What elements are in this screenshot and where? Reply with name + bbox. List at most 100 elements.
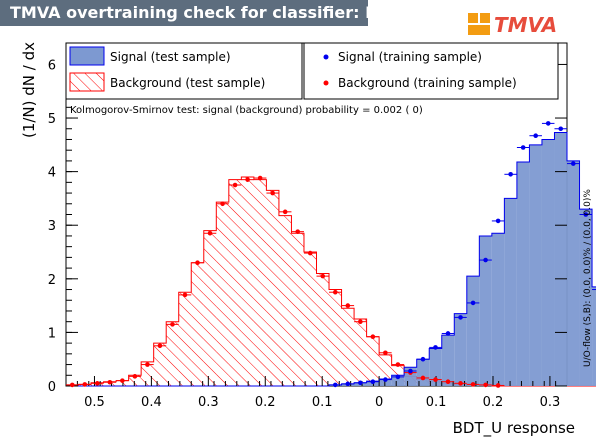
background-train-point [195,260,200,266]
signal-test-outline [66,132,596,387]
x-tick-label: 0.2 [483,395,504,410]
background-test-bar [191,262,204,386]
background-train-point [257,175,263,181]
background-train-point [232,182,238,188]
background-train-point [132,374,138,379]
background-train-point [295,229,301,234]
signal-train-point [520,145,526,150]
background-test-bar [216,202,229,386]
y-tick-label: 3 [48,219,56,234]
background-train-point [220,201,225,207]
x-tick-label: 0.3 [198,395,219,410]
background-test-bar [116,380,129,386]
background-test-bar [366,336,380,386]
background-test-bar [291,233,304,386]
background-train-point [82,382,88,387]
signal-test-bar [416,359,430,386]
background-train-point [270,190,275,196]
signal-train-point [508,172,513,177]
legend-background-train-marker [323,80,329,86]
signal-test-bar [516,161,530,386]
background-test-bar [316,273,330,386]
background-test-bar [253,179,267,386]
background-train-point [120,378,125,383]
background-train-point [345,303,351,308]
x-tick-label: 0.5 [84,395,105,410]
background-train-point [207,230,213,236]
signal-train-point [370,379,376,385]
background-test-bar [341,308,355,386]
signal-train-point [408,368,413,374]
background-train-point [245,177,250,182]
legend-background-train-label: Background (training sample) [338,76,517,90]
signal-test-bar [429,348,442,386]
background-test-bar [379,354,392,386]
legend-background-test-label: Background (test sample) [110,76,265,90]
background-train-point [470,382,476,387]
legend-signal-swatch [69,46,105,66]
signal-train-point [583,212,589,217]
signal-train-point [533,133,538,139]
legend-box-right [303,42,559,100]
plot-title: TMVA overtraining check for classifier: … [10,3,423,22]
background-test-bar [354,319,367,386]
x-tick-label: 0.1 [312,395,333,410]
background-train-point [107,379,113,385]
y-tick-label: 4 [48,166,56,181]
legend-signal-train-marker [323,54,329,60]
signal-train-point [483,257,488,263]
background-train-point [383,350,388,356]
signal-test-bar [554,132,567,386]
signal-test-bar [504,198,517,386]
background-train-point [420,375,426,381]
signal-test-bar [529,144,542,386]
signal-test-bar [491,233,505,386]
signal-train-point [358,380,363,386]
legend-signal-train-label: Signal (training sample) [338,50,482,64]
background-train-point [458,381,463,386]
background-train-point [320,273,326,279]
background-train-point [69,382,75,388]
signal-test-bar [579,209,593,386]
background-train-point [307,250,313,256]
background-train-point [170,322,175,327]
background-train-point [157,343,163,349]
signal-test-bar [441,335,455,386]
background-test-bar [329,289,342,386]
background-train-point [370,334,376,339]
background-train-point [395,362,401,367]
signal-train-point [433,345,438,350]
signal-test-bar [379,379,392,386]
signal-test-bar [466,276,480,386]
signal-test-bar [541,139,555,386]
legend: Signal (test sample) Background (test sa… [65,42,559,100]
signal-train-point [495,218,501,224]
signal-test-bar [567,160,580,386]
signal-train-point [420,356,426,362]
signal-train-point [395,374,401,380]
tmva-logo: TMVA [468,13,557,37]
overflow-note: U/O-flow (S,B): (0.0, 0.0)% / (0.0, 0.0)… [583,189,593,367]
x-tick-label: 0.4 [141,395,162,410]
x-axis-label: BDT_U response [453,419,575,438]
background-train-point [95,381,100,386]
background-train-point [445,379,451,385]
background-test-bar [266,190,279,386]
ks-test-text: Kolmogorov-Smirnov test: signal (backgro… [70,105,423,116]
background-train-point [282,209,288,215]
x-tick-label: 0.3 [540,395,561,410]
signal-test-bar [592,286,596,386]
signal-train-point [445,331,451,336]
signal-train-point [458,315,463,320]
background-test-bar [241,176,254,386]
background-train-point [495,383,501,388]
background-test-bar [166,321,179,386]
logo-text: TMVA [494,13,557,37]
background-test-bar [153,343,167,386]
signal-test-bar [391,375,405,386]
background-train-point [358,319,363,324]
legend-box-left [65,42,303,100]
signal-train-point [558,126,564,132]
background-train-point [483,382,488,388]
